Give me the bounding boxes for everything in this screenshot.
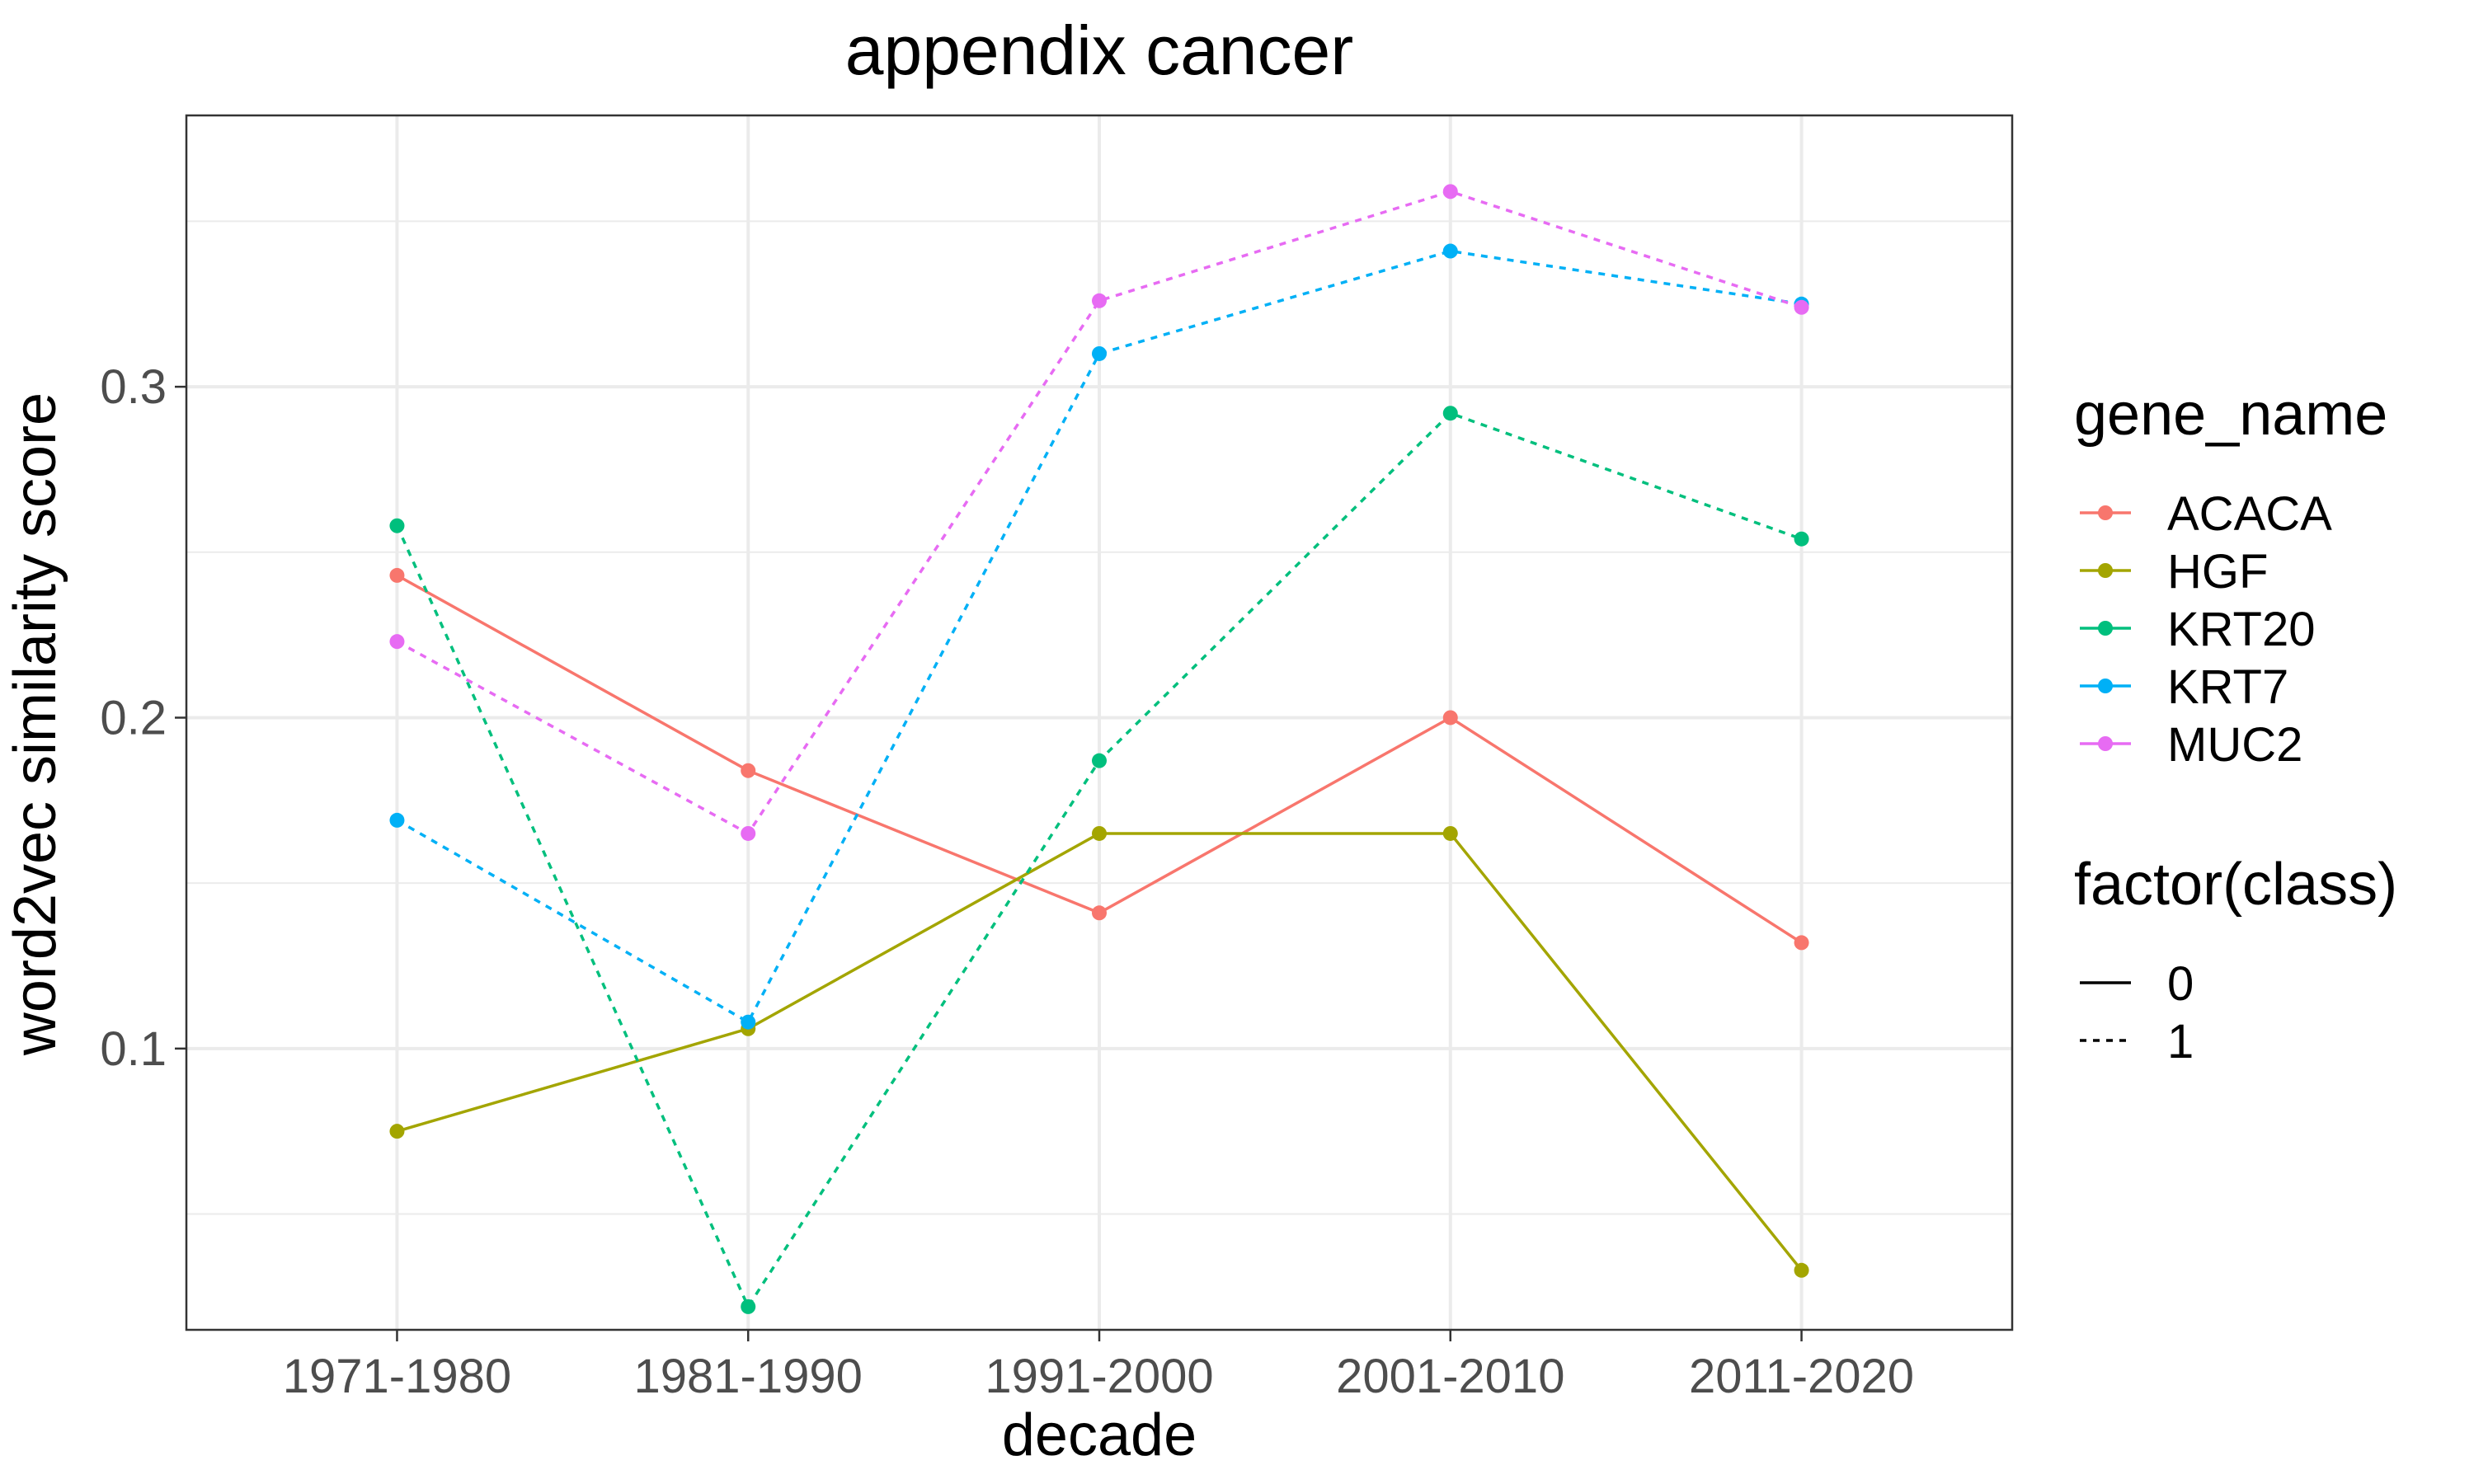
- x-tick-label: 1991-2000: [985, 1350, 1213, 1403]
- chart-title: appendix cancer: [845, 12, 1353, 89]
- y-tick-label: 0.2: [100, 691, 167, 744]
- data-point-krt20: [389, 518, 405, 533]
- legend-key-point: [2098, 621, 2113, 636]
- data-point-krt7: [741, 1014, 756, 1030]
- data-point-muc2: [1794, 299, 1809, 315]
- data-point-acaca: [1092, 905, 1107, 921]
- series-lines: [389, 184, 1809, 1314]
- data-point-muc2: [1092, 293, 1107, 308]
- x-axis-ticks: 1971-1980 1981-1990 1991-2000 2001-2010 2011…: [283, 1330, 1914, 1403]
- x-tick-label: 1981-1990: [634, 1350, 863, 1403]
- series-line-krt7: [396, 249, 1802, 1025]
- y-axis-title: word2vec similarity score: [2, 392, 68, 1056]
- legend-key-point: [2098, 563, 2113, 578]
- legend-label-muc2: MUC2: [2167, 718, 2302, 772]
- data-point-krt7: [389, 812, 405, 828]
- data-point-krt7: [1442, 243, 1458, 259]
- data-point-krt20: [1092, 753, 1107, 768]
- data-point-hgf: [389, 1124, 405, 1139]
- legend-label-krt20: KRT20: [2167, 603, 2315, 656]
- legend-key-point: [2098, 679, 2113, 693]
- y-axis-ticks: 0.1 0.2 0.3: [100, 360, 186, 1076]
- data-point-krt20: [741, 1298, 756, 1314]
- x-tick-label: 2001-2010: [1336, 1350, 1564, 1403]
- data-point-hgf: [1794, 1262, 1809, 1278]
- data-point-muc2: [741, 825, 756, 841]
- data-point-krt20: [1442, 406, 1458, 421]
- legend-factor-class: factor(class) 01: [2074, 852, 2397, 1068]
- legend-factor-class-title: factor(class): [2074, 852, 2397, 918]
- data-point-acaca: [1442, 710, 1458, 726]
- legend-key-point: [2098, 505, 2113, 520]
- y-tick-label: 0.1: [100, 1022, 167, 1076]
- data-point-krt7: [1092, 345, 1107, 361]
- data-point-acaca: [1794, 935, 1809, 951]
- legend-linetype-label: 0: [2167, 957, 2194, 1011]
- data-point-muc2: [389, 634, 405, 650]
- x-tick-label: 2011-2020: [1689, 1350, 1914, 1403]
- legend-label-krt7: KRT7: [2167, 660, 2288, 714]
- series-line-muc2: [396, 190, 1803, 836]
- x-axis-title: decade: [1002, 1402, 1197, 1468]
- y-tick-label: 0.3: [100, 360, 167, 414]
- legend-key-point: [2098, 736, 2113, 751]
- data-point-acaca: [741, 763, 756, 778]
- legend-label-hgf: HGF: [2167, 545, 2268, 599]
- legend-label-acaca: ACACA: [2167, 487, 2332, 541]
- data-point-hgf: [1442, 825, 1458, 841]
- data-point-acaca: [389, 567, 405, 583]
- data-point-krt20: [1794, 531, 1809, 547]
- legend-linetype-label: 1: [2167, 1015, 2194, 1068]
- x-tick-label: 1971-1980: [283, 1350, 511, 1403]
- data-point-muc2: [1442, 184, 1458, 200]
- data-point-hgf: [1092, 825, 1107, 841]
- legend-gene-name-title: gene_name: [2074, 382, 2387, 448]
